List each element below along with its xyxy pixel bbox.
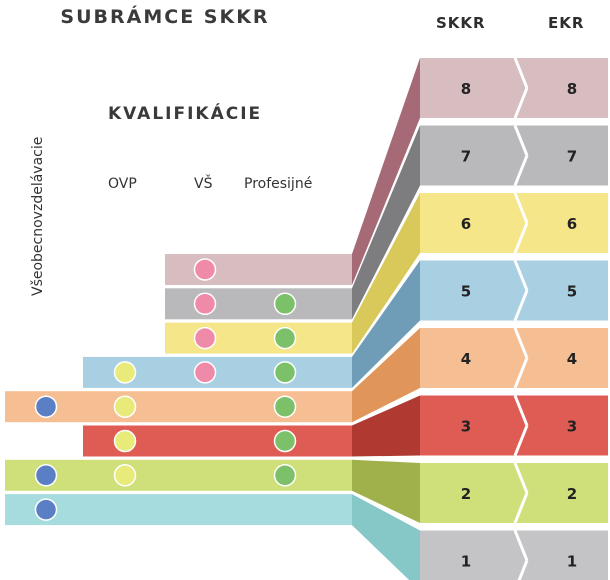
ekr-box-level-2 <box>515 463 608 523</box>
general-dot-level-4 <box>34 395 58 418</box>
ekr-column-header: EKR <box>548 14 585 32</box>
skkr-box-level-3 <box>420 395 527 456</box>
connector-level-5 <box>352 260 420 388</box>
qualification-bar-level-1 <box>5 494 352 526</box>
ovp-dot-level-5 <box>113 361 137 384</box>
professional-dot-level-3 <box>273 429 297 453</box>
vs-dot-level-5 <box>193 361 217 384</box>
general-dot-level-2 <box>34 464 58 487</box>
connector-level-7 <box>352 125 420 320</box>
vs-dot-level-7 <box>193 292 217 316</box>
ekr-level-number: 4 <box>567 350 577 368</box>
professional-dot-level-7 <box>273 292 297 316</box>
arrow-edge-top <box>513 192 529 224</box>
general-dot-level-1 <box>34 498 58 521</box>
ekr-level-number: 2 <box>567 485 577 503</box>
vs-dot-level-8 <box>193 258 217 281</box>
connector-level-3 <box>352 395 420 457</box>
ekr-level-number: 3 <box>567 418 577 436</box>
skkr-column-header: SKKR <box>436 14 486 32</box>
skkr-level-number: 1 <box>461 553 471 571</box>
professional-dot-level-2 <box>273 464 297 487</box>
skkr-box-level-7 <box>420 125 527 186</box>
ekr-box-level-4 <box>515 328 608 388</box>
diagram-title: SUBRÁMCE SKKR <box>60 6 270 28</box>
arrow-edge-bottom <box>517 559 529 580</box>
connector-level-1 <box>352 494 420 580</box>
skkr-box-level-4 <box>420 328 527 388</box>
ekr-box-level-1 <box>515 530 608 580</box>
ekr-level-number: 1 <box>567 553 577 571</box>
ekr-box-level-3 <box>515 395 608 456</box>
professional-column-label: Profesijné <box>244 176 313 192</box>
ovp-column-label: OVP <box>108 176 137 192</box>
vs-dot-level-6 <box>193 326 217 350</box>
ekr-box-level-5 <box>515 260 608 321</box>
arrow-edge-bottom <box>513 492 529 524</box>
ekr-level-number: 5 <box>567 283 577 301</box>
professional-dot-level-6 <box>273 326 297 350</box>
arrow-edge-top <box>513 327 529 359</box>
ovp-dot-level-3 <box>113 429 137 453</box>
skkr-box-level-6 <box>420 193 527 253</box>
ekr-box-level-7 <box>515 125 608 186</box>
ovp-dot-level-4 <box>113 395 137 418</box>
arrow-edge-top <box>513 529 529 562</box>
connector-level-8 <box>352 58 420 285</box>
ovp-dot-level-2 <box>113 464 137 487</box>
arrow-edge-bottom <box>513 222 529 254</box>
skkr-level-number: 5 <box>461 283 471 301</box>
professional-dot-level-4 <box>273 395 297 418</box>
connector-level-2 <box>352 459 420 523</box>
qualification-bar-level-7 <box>165 288 352 320</box>
skkr-box-level-5 <box>420 260 527 321</box>
skkr-level-number: 6 <box>461 215 471 233</box>
professional-dot-level-5 <box>273 361 297 384</box>
vs-column-label: VŠ <box>194 176 213 192</box>
ekr-level-number: 8 <box>567 80 577 98</box>
skkr-level-number: 8 <box>461 80 471 98</box>
ekr-box-level-8 <box>515 58 608 118</box>
qualifications-heading: KVALIFIKÁCIE <box>108 104 263 124</box>
ekr-level-number: 7 <box>567 148 577 166</box>
ekr-box-level-6 <box>515 193 608 253</box>
skkr-box-level-1 <box>420 530 527 580</box>
connector-level-4 <box>352 328 420 423</box>
qualification-bar-level-6 <box>165 322 352 354</box>
qualification-bar-level-8 <box>165 254 352 285</box>
arrow-edge-top <box>513 124 529 157</box>
connector-level-6 <box>352 193 420 354</box>
arrow-edge-bottom <box>513 154 529 187</box>
arrow-edge-top <box>513 394 529 427</box>
ekr-level-number: 6 <box>567 215 577 233</box>
arrow-edge-bottom <box>513 87 529 119</box>
arrow-edge-top <box>513 57 529 89</box>
skkr-level-number: 3 <box>461 418 471 436</box>
skkr-box-level-2 <box>420 463 527 523</box>
arrow-edge-top <box>513 462 529 494</box>
skkr-level-number: 7 <box>461 148 471 166</box>
skkr-level-number: 2 <box>461 485 471 503</box>
arrow-edge-bottom <box>513 289 529 322</box>
arrow-edge-top <box>513 259 529 292</box>
arrow-edge-bottom <box>513 424 529 457</box>
skkr-box-level-8 <box>420 58 527 118</box>
skkr-level-number: 4 <box>461 350 471 368</box>
arrow-edge-bottom <box>513 357 529 389</box>
